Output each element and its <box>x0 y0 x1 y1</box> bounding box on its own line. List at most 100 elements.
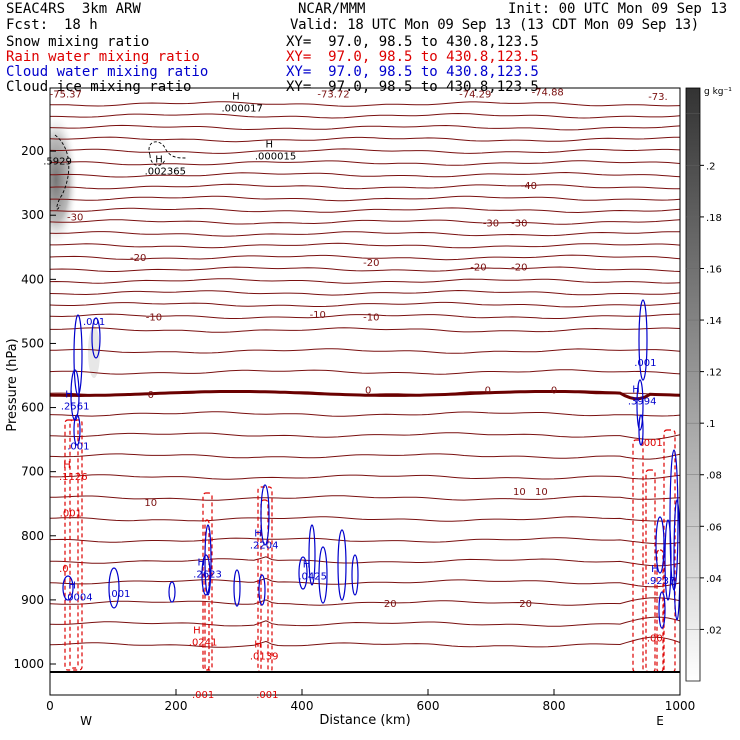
rain-contour <box>64 419 83 671</box>
maximum-value: .001 <box>67 441 89 452</box>
isotherm-label: -75.37 <box>50 89 82 100</box>
cloud-water-contour <box>260 484 270 546</box>
isotherm-label: -30 <box>511 218 527 229</box>
maximum-value: .000017 <box>221 103 262 114</box>
field-rain-name: Rain water mixing ratio <box>6 49 200 65</box>
isotherm-line <box>50 474 680 480</box>
x-axis-west-label: W <box>80 714 92 728</box>
maximum-value: .001 <box>60 509 82 520</box>
colorbar-tick-label: .18 <box>706 213 722 224</box>
maximum-value: .0139 <box>250 652 279 663</box>
cloud-water-contours <box>62 299 680 629</box>
isotherm-line <box>50 266 680 272</box>
isotherm-label: -10 <box>363 313 379 324</box>
isotherm-label: -73.72 <box>317 89 349 100</box>
isotherm-line <box>50 369 680 375</box>
isotherm-line <box>50 124 680 131</box>
x-tick-label-1000: 1000 <box>665 699 696 713</box>
isotherm-label: 20 <box>519 599 532 610</box>
cloud-water-contour <box>233 569 241 607</box>
maximum-symbol: H <box>254 529 262 540</box>
colorbar-tick-label: .08 <box>706 471 722 482</box>
isotherm-label: -20 <box>363 258 379 269</box>
rain-contour <box>202 492 213 671</box>
maximum-value: .001 <box>108 589 130 600</box>
y-tick-label-600: 600 <box>21 401 44 415</box>
y-tick-label-200: 200 <box>21 144 44 158</box>
isotherm-label: 10 <box>513 487 526 498</box>
maximum-symbol: H <box>193 625 201 636</box>
maximum-value: .001 <box>192 690 214 701</box>
maximum-value: .3994 <box>628 396 657 407</box>
isotherm-line <box>50 453 680 460</box>
isotherm-line <box>50 219 680 225</box>
y-axis: 200 300 400 500 600 700 800 900 1000 <box>13 144 56 671</box>
maximum-value: .00 <box>647 634 663 645</box>
isotherm-label: -20 <box>130 253 146 264</box>
isotherm-line <box>50 231 680 237</box>
colorbar-tick-label: .14 <box>706 316 722 327</box>
rain-contour <box>645 469 656 673</box>
isotherm-label: 0 <box>148 390 154 401</box>
isotherm-label: 0 <box>551 386 557 397</box>
maximum-symbol: H <box>198 558 206 569</box>
colorbar-tick-label: .1 <box>706 419 716 430</box>
colorbar-tick-label: .2 <box>706 161 716 172</box>
cloud-water-contour <box>258 574 266 606</box>
header-project: SEAC4RS 3km ARW <box>6 1 141 17</box>
maximum-symbol: H <box>232 91 240 102</box>
rain-contour <box>632 439 644 673</box>
isotherm-label: -20 <box>470 263 486 274</box>
maximum-value: .0241 <box>189 637 218 648</box>
maximum-value: .0 <box>59 564 69 575</box>
rain-contours <box>64 419 676 673</box>
isotherm-label: 10 <box>144 498 157 509</box>
colorbar-unit: g kg⁻¹ <box>704 87 732 97</box>
cloud-water-contour <box>91 317 101 359</box>
maximum-symbol: H <box>651 564 659 575</box>
cloud-water-contour <box>638 414 644 446</box>
y-tick-label-500: 500 <box>21 336 44 350</box>
y-tick-label-1000: 1000 <box>13 657 44 671</box>
maximum-symbol: H <box>632 384 640 395</box>
isotherm-line <box>50 411 680 417</box>
isotherm-label: -40 <box>521 181 537 192</box>
cloud-water-contour <box>308 524 316 586</box>
isotherm-line <box>50 171 680 178</box>
isotherm-line <box>50 516 680 522</box>
isotherm-line <box>50 597 680 606</box>
maximum-value: .000015 <box>255 152 296 163</box>
x-tick-label-400: 400 <box>291 699 314 713</box>
rain-contour <box>69 419 79 669</box>
maximum-value: .2623 <box>193 570 222 581</box>
y-tick-label-900: 900 <box>21 593 44 607</box>
colorbar-tick-label: .16 <box>706 264 722 275</box>
cloud-water-contour <box>636 379 644 431</box>
cloud-water-contour <box>168 581 176 603</box>
colorbar-tick-label: .12 <box>706 368 722 379</box>
maximum-symbol: H <box>266 140 274 151</box>
cloud-water-contour <box>318 546 328 604</box>
isotherm-line <box>50 432 680 440</box>
field-snow-xy: XY= 97.0, 98.5 to 430.8,123.5 <box>286 34 539 50</box>
field-cloud-water-name: Cloud water mixing ratio <box>6 64 209 80</box>
maximum-value: .2561 <box>61 402 90 413</box>
maximum-value: .001 <box>256 690 278 701</box>
y-tick-label-300: 300 <box>21 208 44 222</box>
y-tick-label-800: 800 <box>21 529 44 543</box>
maximum-value: .9237 <box>647 576 676 587</box>
cloud-water-contour <box>201 554 211 596</box>
temperature-contour-labels: -75.37 -73.72 -74.29 -74.88 -73. -40 -30 -30 -30… <box>50 87 668 610</box>
isotherm-label: -74.88 <box>532 87 564 98</box>
freezing-level-line <box>50 390 680 401</box>
temperature-contours <box>50 101 680 648</box>
isotherm-line <box>50 195 680 202</box>
cloud-ice-contours <box>54 134 187 210</box>
field-rain-xy: XY= 97.0, 98.5 to 430.8,123.5 <box>286 49 539 65</box>
maximum-symbol: H <box>65 390 73 401</box>
header-valid: Valid: 18 UTC Mon 09 Sep 13 (13 CDT Mon … <box>290 17 699 33</box>
cloud-water-contour <box>62 575 74 601</box>
x-axis-title: Distance (km) <box>319 713 410 728</box>
maximum-value: .2204 <box>250 541 279 552</box>
isotherm-label: -10 <box>146 313 162 324</box>
